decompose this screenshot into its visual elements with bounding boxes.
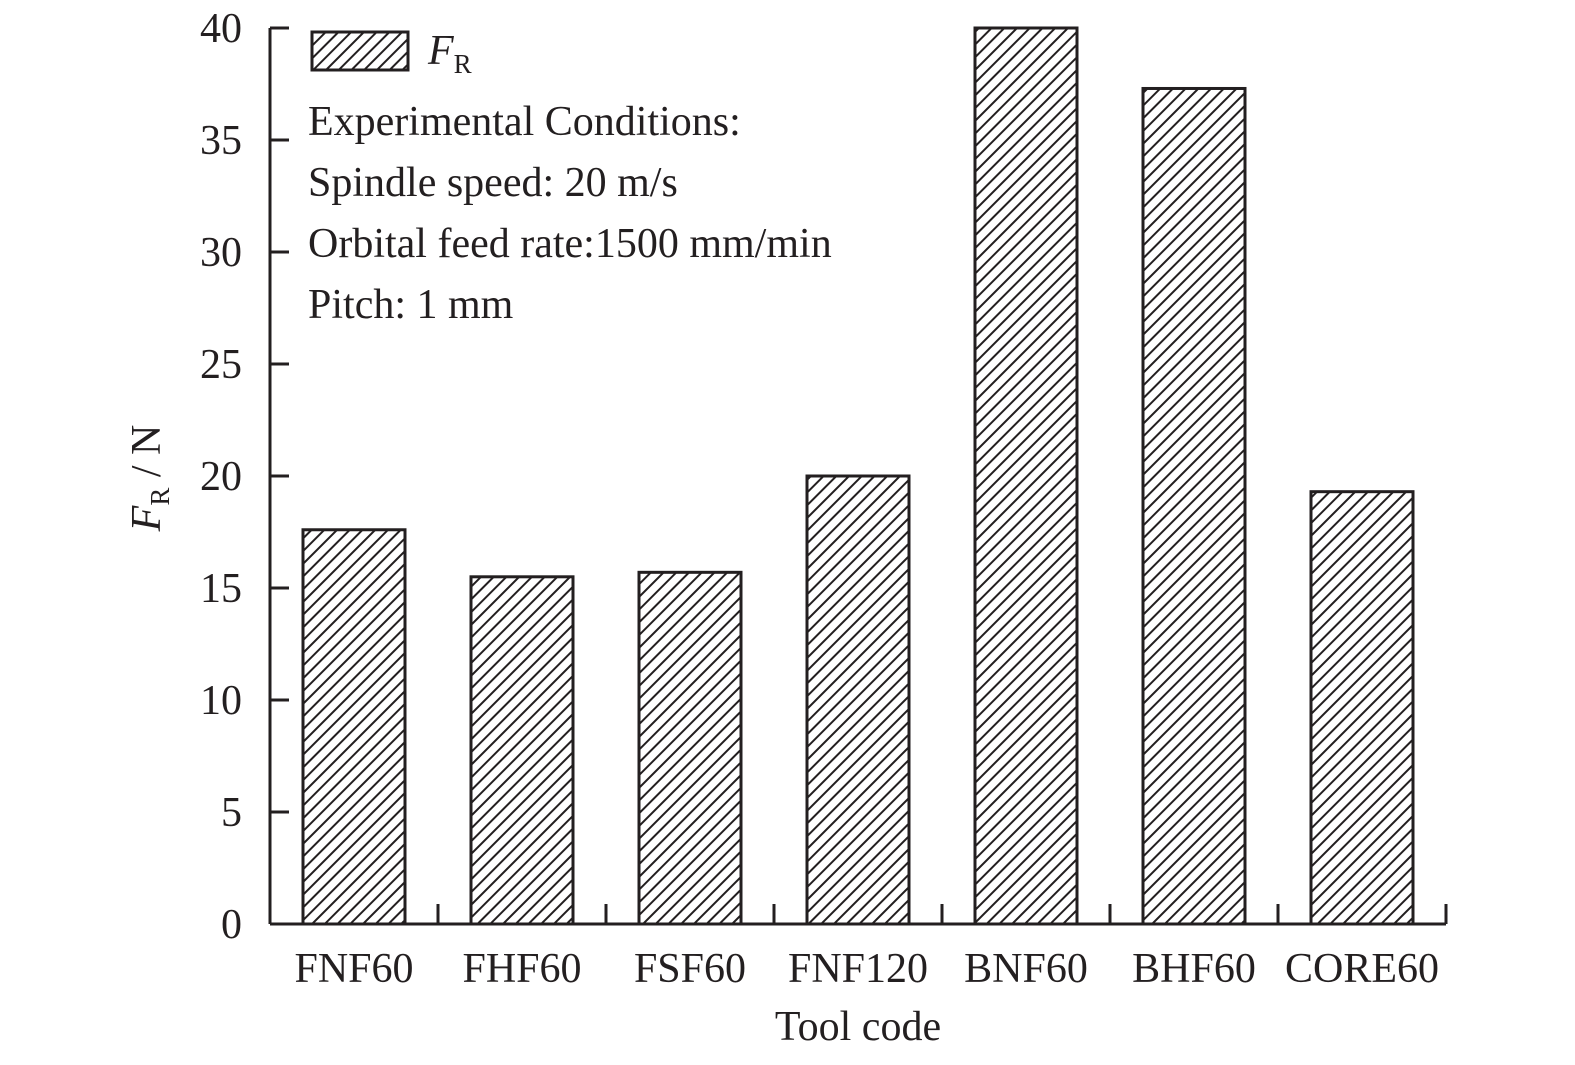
x-tick-label: CORE60 bbox=[1285, 946, 1439, 992]
x-axis-tick-labels: FNF60 FHF60 FSF60 FNF120 BNF60 BHF60 CORE60 bbox=[294, 946, 1439, 992]
bar-core60 bbox=[1309, 490, 1415, 926]
y-tick-label: 40 bbox=[200, 6, 242, 52]
y-tick-label: 10 bbox=[200, 678, 242, 724]
bar-fnf120 bbox=[805, 474, 911, 926]
y-tick-label: 30 bbox=[200, 230, 242, 276]
x-tick-label: FSF60 bbox=[634, 946, 746, 992]
bar-bnf60 bbox=[973, 26, 1079, 926]
annotation-line-1: Experimental Conditions: bbox=[308, 99, 741, 145]
x-axis-label: Tool code bbox=[775, 1004, 941, 1050]
bar-fsf60 bbox=[637, 570, 743, 926]
bar-bhf60 bbox=[1141, 86, 1247, 926]
bar-fhf60 bbox=[469, 575, 575, 926]
bars-group bbox=[301, 26, 1415, 926]
legend-label: FR bbox=[427, 28, 472, 79]
legend-swatch bbox=[310, 30, 410, 72]
annotation-line-2: Spindle speed: 20 m/s bbox=[308, 160, 678, 206]
y-axis-ticks: 0 5 10 15 20 25 30 35 40 bbox=[200, 6, 289, 948]
x-axis-ticks bbox=[436, 904, 1448, 924]
y-tick-label: 5 bbox=[221, 790, 242, 836]
y-tick-label: 0 bbox=[221, 902, 242, 948]
x-tick-label: BNF60 bbox=[964, 946, 1088, 992]
x-tick-label: FNF60 bbox=[294, 946, 413, 992]
x-tick-label: FHF60 bbox=[462, 946, 581, 992]
bar-fnf60 bbox=[301, 528, 407, 926]
annotation-line-3: Orbital feed rate:1500 mm/min bbox=[308, 221, 832, 267]
legend: FR bbox=[310, 28, 472, 79]
x-tick-label: FNF120 bbox=[788, 946, 928, 992]
y-tick-label: 25 bbox=[200, 342, 242, 388]
annotation-line-4: Pitch: 1 mm bbox=[308, 282, 514, 328]
x-tick-label: BHF60 bbox=[1132, 946, 1256, 992]
y-tick-label: 20 bbox=[200, 454, 242, 500]
experimental-conditions-note: Experimental Conditions: Spindle speed: … bbox=[308, 99, 832, 328]
y-tick-label: 35 bbox=[200, 118, 242, 164]
y-tick-label: 15 bbox=[200, 566, 242, 612]
y-axis-label: FR / N bbox=[124, 425, 175, 533]
